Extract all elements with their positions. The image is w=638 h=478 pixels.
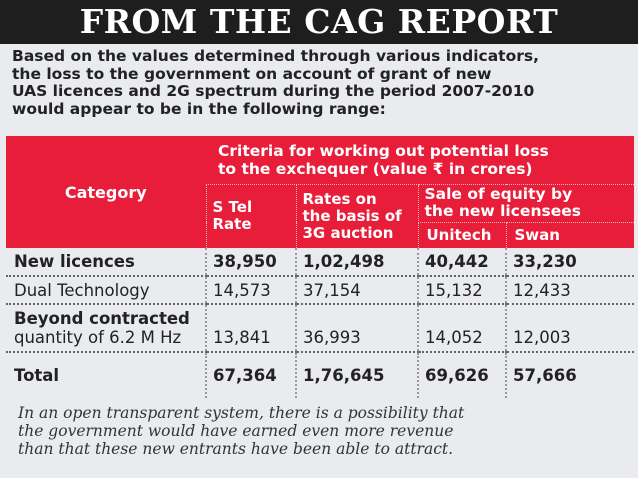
header-3g-line: the basis of — [302, 206, 402, 225]
footnote-line: the government would have earned even mo… — [18, 422, 454, 440]
cell-unitech: 14,052 — [417, 304, 506, 353]
header-category: Category — [64, 182, 147, 202]
loss-table: Category Criteria for working out potent… — [6, 136, 635, 398]
footnote-line: In an open transparent system, there is … — [18, 404, 465, 422]
table-row-total: Total 67,364 1,76,645 69,626 57,666 — [6, 352, 635, 398]
header-swan: Swan — [505, 222, 635, 248]
row-category: Beyond contracted quantity of 6.2 M Hz — [6, 304, 206, 353]
header-3g-line: Rates on — [302, 189, 377, 208]
cell-unitech: 15,132 — [417, 276, 506, 305]
header-criteria-line: Criteria for working out potential loss — [218, 141, 549, 160]
cell-3g: 1,02,498 — [295, 248, 418, 277]
cell-unitech: 69,626 — [417, 352, 506, 398]
header-unitech: Unitech — [417, 222, 506, 248]
header-sale-of-equity: Sale of equity by the new licensees — [417, 184, 635, 223]
table-row: New licences 38,950 1,02,498 40,442 33,2… — [6, 248, 635, 277]
title-banner: FROM THE CAG REPORT — [0, 0, 638, 44]
table-row: Dual Technology 14,573 37,154 15,132 12,… — [6, 276, 635, 305]
cell-swan: 12,433 — [504, 276, 635, 305]
row-category: New licences — [6, 248, 206, 277]
header-3g-rates: Rates on the basis of 3G auction — [295, 184, 418, 248]
cell-unitech: 40,442 — [417, 248, 506, 277]
cell-stel: 38,950 — [205, 248, 296, 277]
intro-paragraph: Based on the values determined through v… — [12, 47, 632, 118]
intro-line: would appear to be in the following rang… — [12, 99, 386, 118]
header-sale-line: Sale of equity by — [424, 185, 573, 203]
row-category: Dual Technology — [6, 276, 206, 305]
footnote-line: than that these new entrants have been a… — [18, 440, 454, 458]
cell-swan: 12,003 — [504, 304, 635, 353]
cell-stel: 67,364 — [205, 352, 296, 398]
row-category: Total — [14, 366, 60, 385]
header-criteria-line: to the exchequer (value ₹ in crores) — [218, 159, 533, 178]
cell-stel: 13,841 — [205, 304, 296, 353]
header-stel-line: S Tel — [212, 198, 253, 217]
intro-line: Based on the values determined through v… — [12, 47, 539, 65]
table-row: Beyond contracted quantity of 6.2 M Hz 1… — [6, 304, 635, 353]
row-category-line: quantity of 6.2 M Hz — [14, 328, 182, 347]
intro-line: UAS licences and 2G spectrum during the … — [12, 82, 535, 100]
cell-3g: 37,154 — [295, 276, 418, 305]
cell-stel: 14,573 — [205, 276, 296, 305]
cell-3g: 36,993 — [295, 304, 418, 353]
header-sale-line: the new licensees — [424, 202, 581, 220]
cell-3g: 1,76,645 — [295, 352, 418, 398]
cell-swan: 57,666 — [504, 352, 635, 398]
footnote: In an open transparent system, there is … — [18, 404, 630, 458]
report-title: FROM THE CAG REPORT — [79, 2, 559, 41]
header-3g-line: 3G auction — [302, 223, 394, 242]
header-stel-rate: S Tel Rate — [205, 184, 296, 248]
row-category-line: Beyond contracted — [14, 309, 190, 328]
header-stel-line: Rate — [212, 215, 252, 234]
intro-line: the loss to the government on account of… — [12, 64, 492, 83]
header-criteria: Criteria for working out potential loss … — [206, 136, 635, 185]
cell-swan: 33,230 — [504, 248, 635, 277]
